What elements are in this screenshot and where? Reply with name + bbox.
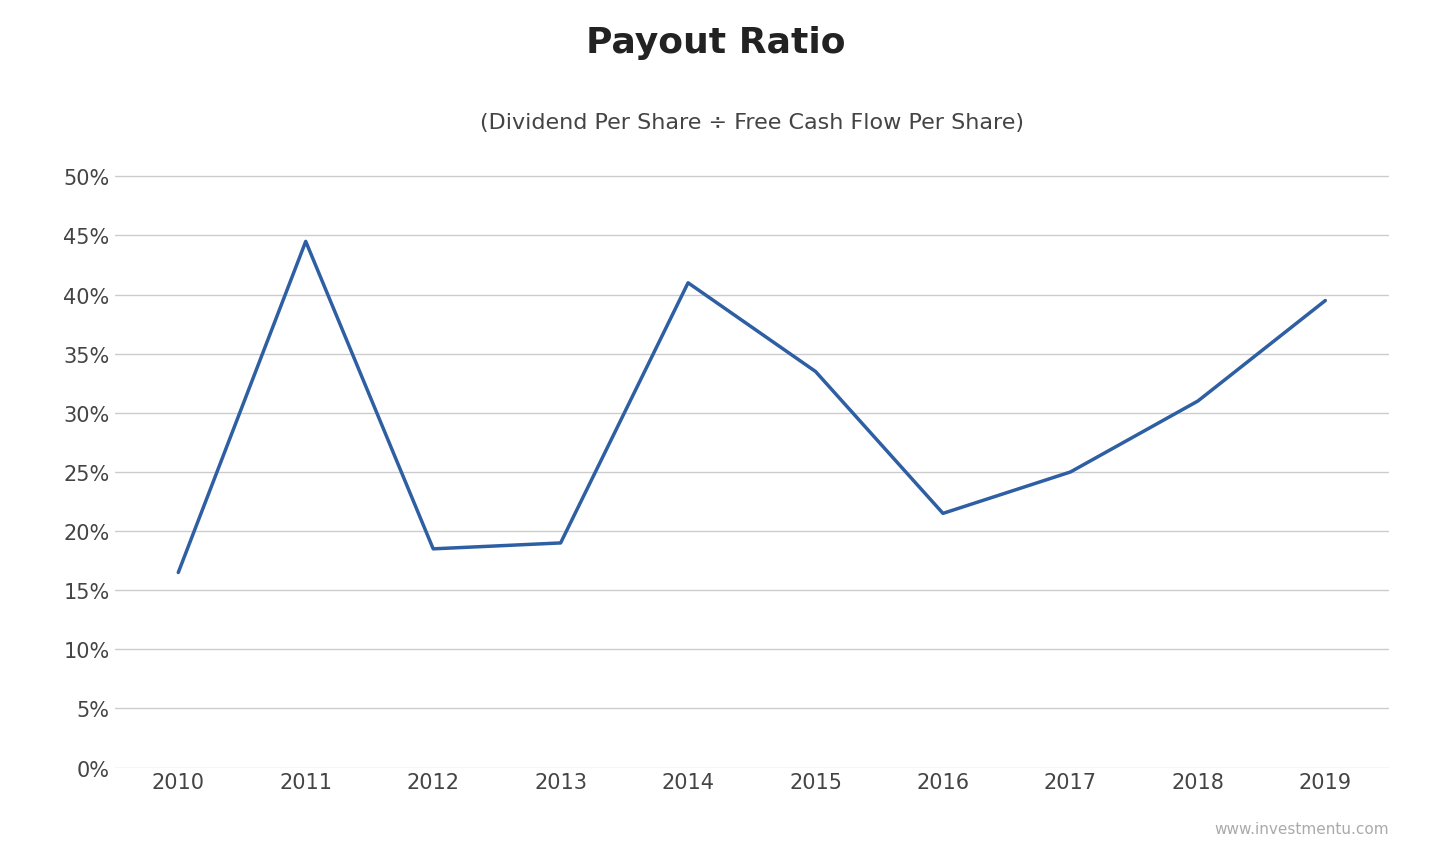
Title: (Dividend Per Share ÷ Free Cash Flow Per Share): (Dividend Per Share ÷ Free Cash Flow Per… — [480, 113, 1024, 132]
Text: Payout Ratio: Payout Ratio — [586, 26, 846, 60]
Text: www.investmentu.com: www.investmentu.com — [1214, 821, 1389, 836]
